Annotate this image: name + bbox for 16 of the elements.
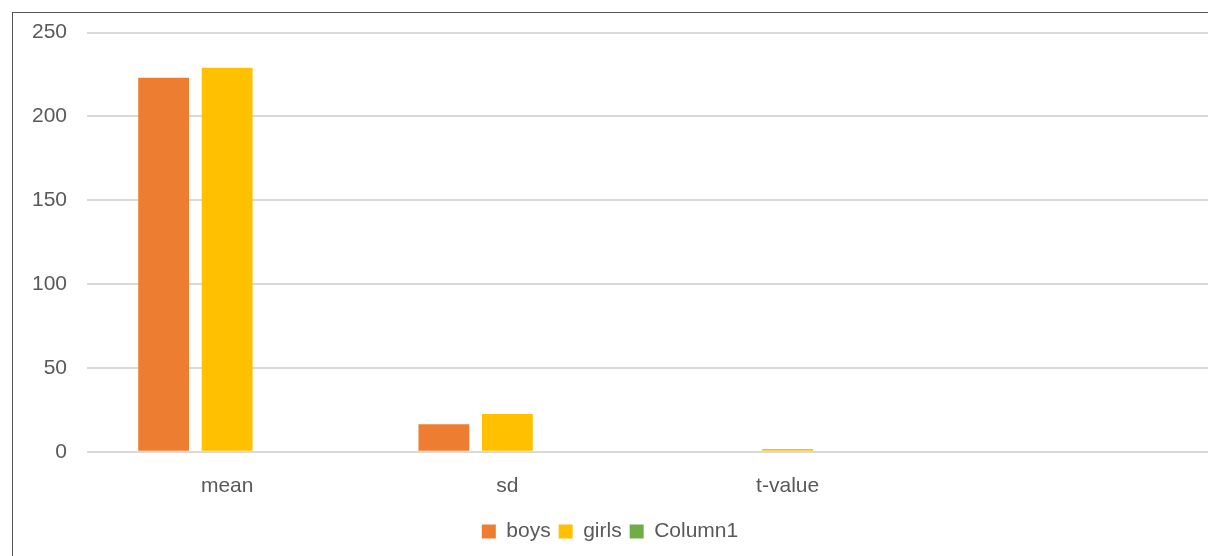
x-tick-label: t-value <box>756 473 820 497</box>
y-tick-label: 150 <box>31 187 68 211</box>
x-tick-label: mean <box>200 473 254 497</box>
legend-label: girls <box>583 518 622 542</box>
bar <box>418 424 470 451</box>
bar <box>138 77 190 451</box>
y-tick-label: 100 <box>31 270 68 294</box>
legend-label: boys <box>506 518 551 542</box>
y-tick-label: 50 <box>43 354 68 378</box>
bar <box>201 67 253 451</box>
legend-label: Column1 <box>654 518 739 542</box>
y-tick-label: 200 <box>31 103 68 127</box>
x-tick-label: sd <box>496 473 519 497</box>
y-tick-label: 250 <box>31 19 68 43</box>
y-tick-label: 0 <box>55 438 68 462</box>
bar <box>481 414 533 451</box>
